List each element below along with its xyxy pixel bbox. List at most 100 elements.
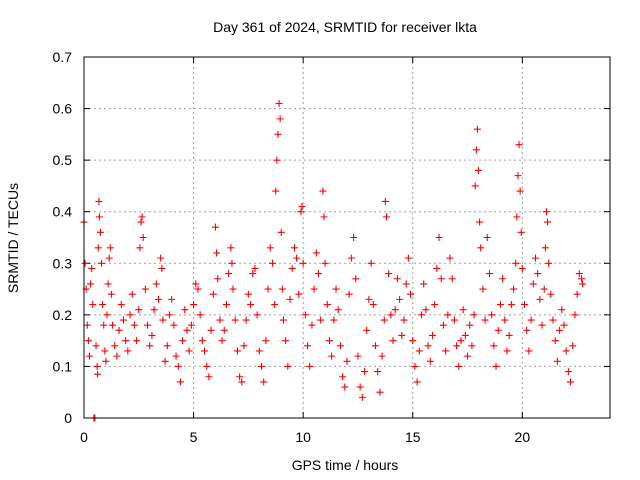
- data-point: [437, 275, 445, 283]
- data-point: [155, 295, 163, 303]
- grid-lines: [84, 57, 610, 418]
- data-point: [350, 234, 358, 241]
- data-point: [128, 290, 136, 298]
- data-point: [481, 316, 489, 324]
- data-point: [567, 378, 575, 386]
- data-point: [310, 285, 318, 293]
- data-point: [276, 115, 284, 123]
- data-point: [442, 347, 450, 355]
- data-point: [192, 280, 200, 288]
- data-point: [385, 270, 393, 278]
- data-point: [453, 342, 461, 350]
- data-point: [516, 187, 524, 195]
- data-point: [144, 321, 152, 329]
- data-point: [93, 362, 101, 370]
- data-point: [138, 213, 146, 221]
- data-point: [293, 254, 301, 262]
- data-point: [479, 285, 487, 293]
- data-point: [459, 306, 467, 314]
- data-point: [564, 368, 572, 376]
- data-point: [304, 342, 312, 350]
- data-point: [317, 316, 325, 324]
- data-point: [475, 166, 482, 174]
- data-point: [544, 218, 552, 226]
- data-point: [503, 347, 511, 355]
- data-point: [551, 337, 559, 345]
- data-point: [345, 290, 353, 298]
- data-point: [358, 393, 366, 401]
- data-point: [264, 285, 272, 293]
- data-point: [476, 218, 484, 226]
- data-point: [365, 295, 373, 303]
- y-tick-label: 0: [64, 410, 72, 426]
- data-point: [133, 337, 141, 345]
- chart-title: Day 361 of 2024, SRMTID for receiver lkt…: [213, 19, 477, 35]
- data-point: [255, 347, 263, 355]
- data-point: [505, 331, 513, 339]
- data-point: [222, 301, 230, 309]
- data-point: [531, 254, 539, 262]
- data-point: [494, 326, 502, 334]
- data-point: [488, 311, 496, 319]
- data-point: [298, 203, 306, 211]
- data-point: [330, 316, 338, 324]
- data-point: [413, 378, 421, 386]
- y-tick-label: 0.3: [53, 255, 73, 271]
- data-point: [88, 264, 96, 272]
- data-point: [402, 280, 410, 288]
- data-point: [529, 280, 537, 288]
- data-point: [225, 270, 233, 278]
- data-point: [115, 326, 123, 334]
- data-point: [83, 321, 91, 329]
- data-point: [472, 146, 480, 154]
- data-point: [415, 347, 423, 355]
- data-point: [236, 373, 244, 381]
- data-point: [461, 331, 469, 339]
- data-point: [297, 208, 305, 216]
- data-point: [369, 301, 377, 309]
- data-point: [457, 337, 465, 345]
- data-point: [431, 301, 439, 309]
- data-point: [320, 213, 328, 221]
- data-point: [102, 357, 110, 365]
- data-point: [336, 342, 344, 350]
- data-point: [518, 264, 526, 272]
- data-point: [247, 301, 255, 309]
- data-point: [203, 362, 211, 370]
- data-point: [547, 290, 555, 298]
- data-point: [418, 311, 426, 319]
- data-point: [273, 156, 281, 164]
- data-point: [99, 301, 107, 309]
- data-point: [105, 254, 113, 262]
- data-point: [268, 259, 276, 267]
- data-point: [393, 275, 401, 283]
- data-point: [514, 172, 522, 180]
- data-point: [238, 378, 246, 386]
- data-point: [501, 316, 509, 324]
- data-point: [139, 234, 147, 241]
- data-point: [315, 270, 323, 278]
- data-point: [381, 197, 389, 205]
- data-point: [569, 342, 577, 350]
- data-point: [278, 285, 286, 293]
- data-point: [251, 264, 259, 272]
- data-point: [150, 306, 158, 314]
- plot-frame: [83, 56, 611, 419]
- data-point: [450, 316, 458, 324]
- data-point: [84, 337, 92, 345]
- data-point: [98, 259, 106, 267]
- data-point: [409, 337, 417, 345]
- data-point: [242, 316, 250, 324]
- data-point: [411, 362, 419, 370]
- data-point: [146, 342, 154, 350]
- data-point: [407, 290, 415, 298]
- data-point: [374, 368, 382, 376]
- data-point: [228, 259, 236, 267]
- data-point: [515, 141, 523, 149]
- data-point: [433, 264, 441, 272]
- data-point: [277, 228, 285, 236]
- data-point: [209, 290, 217, 298]
- data-point: [168, 295, 176, 303]
- data-point: [87, 280, 95, 288]
